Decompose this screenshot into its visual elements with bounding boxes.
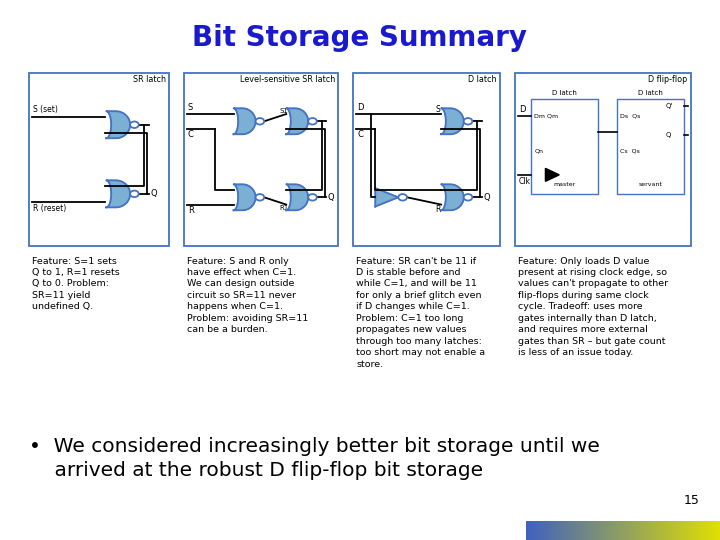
Text: S1: S1 (279, 107, 288, 113)
Circle shape (308, 194, 317, 200)
Text: S (set): S (set) (33, 105, 58, 114)
Text: C: C (357, 130, 363, 139)
Text: R: R (436, 205, 441, 214)
FancyBboxPatch shape (617, 99, 684, 194)
Text: Cs  Qs: Cs Qs (620, 148, 640, 153)
Text: •  We considered increasingly better bit storage until we
    arrived at the rob: • We considered increasingly better bit … (29, 437, 600, 480)
Text: SR latch: SR latch (132, 75, 166, 84)
Polygon shape (107, 111, 130, 138)
Text: 15: 15 (683, 494, 699, 507)
Text: D flip-flop: D flip-flop (648, 75, 688, 84)
Polygon shape (441, 184, 464, 210)
Text: Feature: SR can't be 11 if
D is stable before and
while C=1, and will be 11
for : Feature: SR can't be 11 if D is stable b… (356, 256, 485, 368)
Text: Ds  Qs: Ds Qs (620, 113, 640, 118)
Text: Feature: S and R only
have effect when C=1.
We can design outside
circuit so SR=: Feature: S and R only have effect when C… (187, 256, 308, 334)
Circle shape (398, 194, 407, 200)
Text: Feature: S=1 sets
Q to 1, R=1 resets
Q to 0. Problem:
SR=11 yield
undefined Q.: Feature: S=1 sets Q to 1, R=1 resets Q t… (32, 256, 120, 311)
Polygon shape (233, 109, 256, 134)
FancyBboxPatch shape (353, 73, 500, 246)
Polygon shape (287, 109, 308, 134)
Text: R: R (188, 206, 194, 215)
FancyBboxPatch shape (29, 73, 169, 246)
Circle shape (256, 194, 264, 200)
Text: Level-sensitive SR latch: Level-sensitive SR latch (240, 75, 335, 84)
Text: Clk: Clk (519, 177, 531, 186)
Circle shape (464, 194, 472, 200)
Polygon shape (546, 168, 559, 181)
Text: R (reset): R (reset) (33, 204, 66, 213)
Text: Q: Q (665, 132, 671, 138)
Text: Q: Q (483, 193, 490, 202)
Text: D: D (357, 103, 364, 112)
Circle shape (308, 118, 317, 125)
Text: S: S (188, 103, 193, 112)
FancyBboxPatch shape (515, 73, 691, 246)
Text: C: C (188, 130, 194, 139)
Text: servant: servant (639, 182, 662, 187)
Polygon shape (287, 184, 308, 210)
Text: Q: Q (328, 193, 334, 202)
Polygon shape (441, 109, 464, 134)
Text: R1: R1 (279, 205, 288, 211)
Text: D latch: D latch (638, 90, 663, 96)
Text: Feature: Only loads D value
present at rising clock edge, so
values can't propag: Feature: Only loads D value present at r… (518, 256, 669, 357)
Text: master: master (553, 182, 575, 187)
Circle shape (256, 118, 264, 125)
Polygon shape (233, 184, 256, 210)
Circle shape (130, 122, 139, 128)
Circle shape (130, 191, 139, 197)
FancyBboxPatch shape (531, 99, 598, 194)
Circle shape (464, 118, 472, 125)
FancyBboxPatch shape (184, 73, 338, 246)
Text: D latch: D latch (552, 90, 577, 96)
Polygon shape (107, 180, 130, 207)
Polygon shape (375, 188, 398, 206)
Text: Qn: Qn (534, 148, 544, 153)
Text: D latch: D latch (468, 75, 497, 84)
Text: S: S (436, 105, 440, 113)
Text: Dm Qm: Dm Qm (534, 113, 559, 118)
Text: Bit Storage Summary: Bit Storage Summary (192, 24, 528, 52)
Text: Q': Q' (665, 104, 672, 110)
Text: Q: Q (150, 190, 157, 198)
Text: D: D (519, 105, 526, 114)
